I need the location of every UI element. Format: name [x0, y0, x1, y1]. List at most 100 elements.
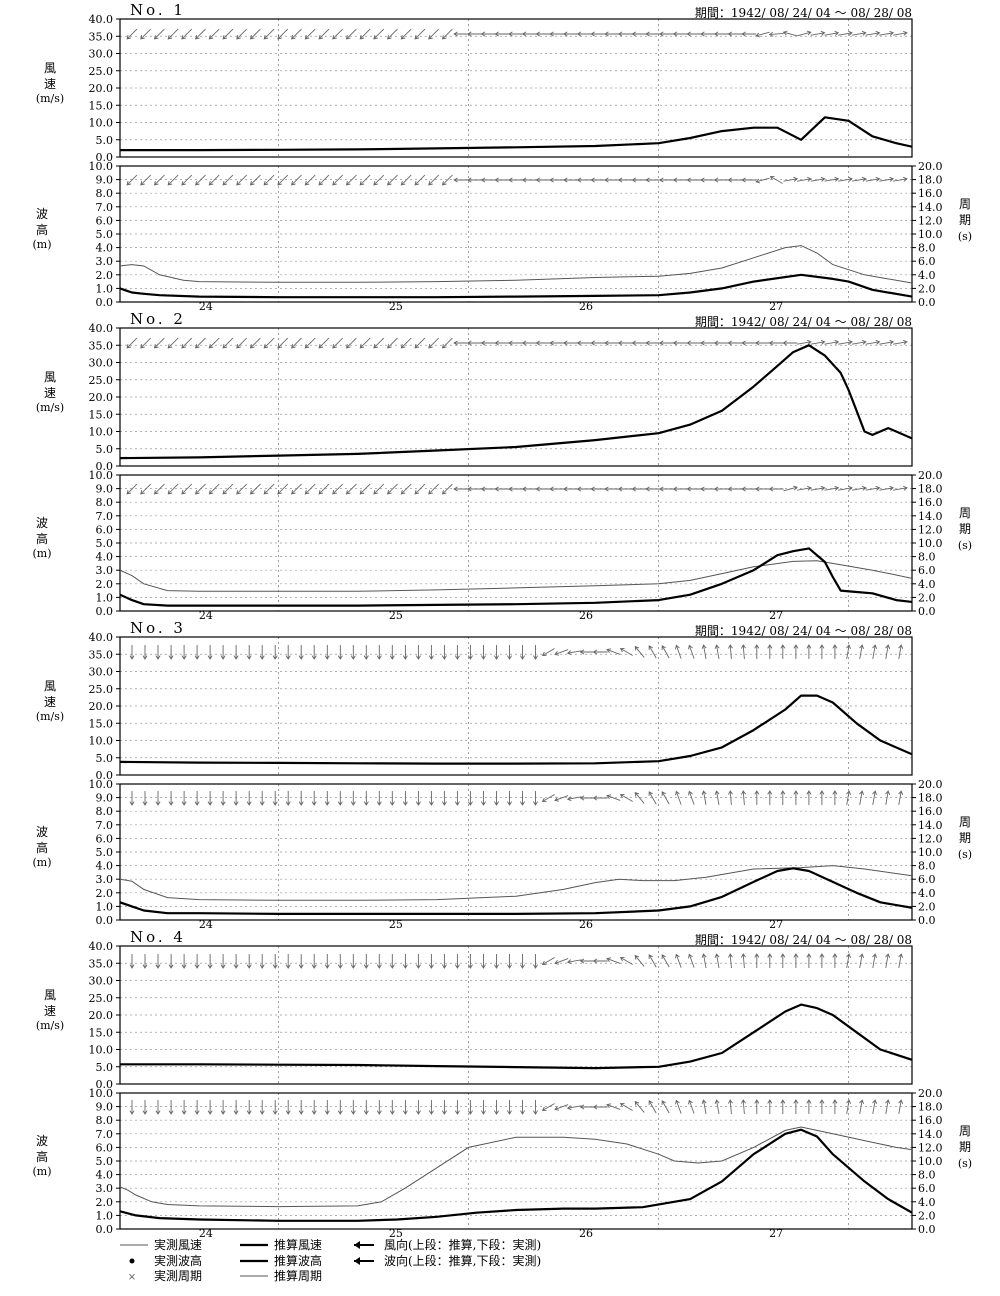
wind-direction-arrow — [659, 340, 674, 346]
wave-direction-arrow — [233, 791, 239, 806]
wave-direction-arrow — [898, 790, 904, 805]
wave-direction-arrow — [480, 486, 496, 492]
wind-direction-arrow — [604, 31, 619, 37]
wind-direction-arrow — [780, 953, 786, 968]
wave-direction-arrow — [549, 486, 565, 492]
wave-direction-arrow — [389, 1100, 395, 1115]
wind-direction-arrow — [535, 31, 551, 37]
wave-direction-arrow — [507, 1100, 512, 1115]
wind-tick-label: 15.0 — [89, 717, 114, 730]
wave-direction-arrow — [481, 791, 486, 806]
wind-axis-unit: (m/s) — [36, 401, 64, 414]
wave-axis-label: 高 — [36, 840, 48, 855]
wind-direction-arrow — [714, 953, 720, 968]
wind-direction-arrow — [233, 954, 239, 969]
wave-direction-arrow — [563, 177, 578, 183]
wind-direction-arrow — [541, 957, 555, 966]
wave-direction-arrow — [806, 1099, 812, 1114]
wind-direction-arrow — [688, 953, 695, 968]
wave-direction-arrow — [494, 177, 510, 183]
legend-symbol-dot — [129, 1258, 135, 1264]
period-tick-label: 0.0 — [918, 914, 936, 927]
period-tick-label: 20.0 — [918, 160, 943, 173]
wave-direction-arrow — [769, 175, 783, 184]
wind-direction-arrow — [480, 340, 496, 346]
wind-direction-arrow — [428, 645, 434, 660]
wind-tick-label: 35.0 — [89, 648, 114, 661]
wave-direction-arrow — [819, 790, 825, 805]
wave-tick-label: 1.0 — [96, 900, 114, 913]
wind-direction-arrow — [793, 644, 799, 659]
wind-direction-arrow — [797, 339, 812, 345]
wind-direction-arrow — [304, 337, 316, 349]
wind-direction-arrow — [389, 954, 395, 969]
wind-direction-arrow — [634, 954, 645, 967]
wind-direction-arrow — [645, 31, 661, 37]
period-tick-label: 14.0 — [918, 201, 943, 214]
wind-direction-arrow — [494, 340, 510, 346]
wave-direction-arrow — [563, 486, 578, 492]
wind-direction-arrow — [142, 645, 148, 660]
wind-direction-arrow — [521, 31, 537, 37]
wind-axis-unit: (m/s) — [36, 92, 64, 105]
wave-direction-arrow — [508, 177, 523, 183]
wind-direction-arrow — [220, 954, 226, 969]
wave-direction-arrow — [675, 1099, 682, 1114]
legend-label: 実測波高 — [154, 1253, 202, 1268]
wind-direction-arrow — [263, 28, 275, 40]
wave-tick-label: 7.0 — [96, 819, 114, 832]
wind-tick-label: 30.0 — [89, 48, 114, 61]
period-tick-label: 16.0 — [918, 496, 943, 509]
wind-direction-arrow — [865, 339, 881, 345]
wave-direction-arrow — [167, 174, 179, 186]
wind-direction-arrow — [386, 337, 398, 349]
wave-direction-arrow — [783, 176, 799, 182]
wave-direction-arrow — [181, 1100, 187, 1115]
wind-direction-arrow — [126, 28, 138, 40]
wave-axis-label: 高 — [36, 1149, 48, 1164]
wind-direction-arrow — [249, 337, 261, 349]
wind-direction-arrow — [661, 645, 670, 659]
wave-direction-arrow — [236, 174, 248, 186]
wind-tick-label: 5.0 — [96, 752, 114, 765]
station-block-2: No. 2 期間：1942/ 08/ 24/ 04 ～ 08/ 28/ 080.0… — [32, 310, 972, 622]
day-tick-label: 27 — [769, 1227, 783, 1240]
period-tick-label: 14.0 — [918, 1128, 943, 1141]
wave-period-line — [120, 865, 912, 901]
wave-tick-label: 3.0 — [96, 564, 114, 577]
wind-direction-arrow — [481, 645, 486, 660]
wave-direction-arrow — [755, 177, 770, 184]
wave-height-line — [120, 867, 912, 916]
wave-direction-arrow — [153, 174, 165, 186]
wind-direction-arrow — [885, 644, 891, 659]
wave-direction-arrow — [494, 791, 499, 806]
wave-direction-arrow — [337, 1100, 343, 1115]
wind-direction-arrow — [290, 337, 302, 349]
wind-direction-arrow — [453, 340, 469, 346]
wave-direction-arrow — [129, 1100, 135, 1115]
wind-direction-arrow — [533, 645, 538, 660]
wind-tick-label: 20.0 — [89, 391, 114, 404]
wind-direction-arrow — [298, 645, 304, 660]
wind-direction-arrows — [129, 644, 904, 660]
wave-direction-arrows — [126, 483, 908, 495]
wind-direction-arrow — [507, 954, 512, 969]
period-tick-label: 4.0 — [918, 1196, 936, 1209]
wave-period-line — [120, 560, 912, 592]
wave-direction-arrow — [194, 483, 206, 495]
wind-direction-arrow — [428, 337, 440, 349]
wind-direction-arrow — [350, 645, 356, 660]
wind-tick-label: 5.0 — [96, 1061, 114, 1074]
wind-direction-arrow — [754, 644, 760, 659]
wave-direction-arrow — [194, 791, 200, 806]
wave-direction-arrow — [810, 176, 826, 182]
wave-direction-arrow — [661, 791, 670, 805]
wind-direction-arrow — [332, 28, 344, 40]
wind-direction-arrow — [467, 31, 482, 37]
wave-direction-arrow — [741, 486, 757, 492]
wind-speed-panel: 0.0 5.0 10.0 15.0 20.0 25.0 30.0 35.0 40.0 風速(m/s… — [36, 322, 913, 473]
legend-label: 推算風速 — [274, 1237, 322, 1252]
wind-panel-frame — [119, 327, 913, 467]
period-tick-label: 8.0 — [918, 860, 936, 873]
wave-axis-label: 波 — [36, 207, 48, 221]
